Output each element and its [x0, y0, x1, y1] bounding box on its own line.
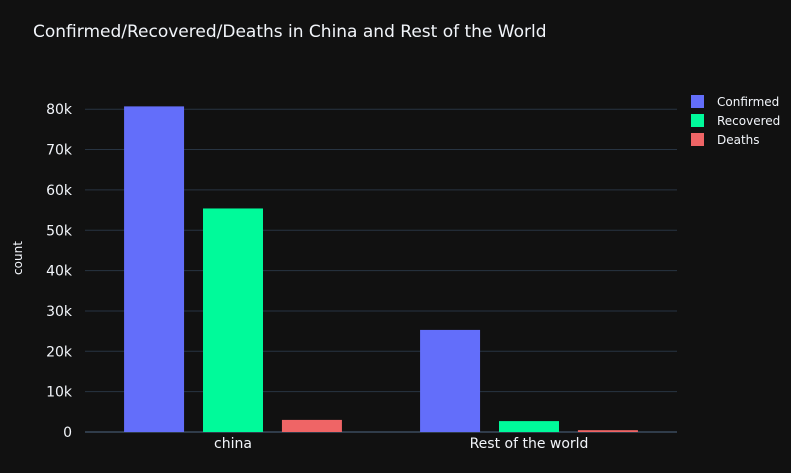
y-tick-label: 30k — [46, 304, 73, 320]
x-axis-ticks: china Rest of the world — [214, 436, 588, 452]
legend-label-deaths[interactable]: Deaths — [717, 133, 760, 147]
legend-swatch-recovered[interactable] — [691, 114, 704, 127]
y-axis-title: count — [11, 241, 25, 275]
bar-confirmed-0[interactable] — [124, 106, 185, 432]
chart-title: Confirmed/Recovered/Deaths in China and … — [33, 22, 547, 42]
y-tick-label: 50k — [46, 223, 73, 239]
legend[interactable]: Confirmed Recovered Deaths — [691, 95, 780, 147]
bar-recovered-1[interactable] — [499, 421, 559, 432]
legend-swatch-confirmed[interactable] — [691, 95, 704, 108]
legend-swatch-deaths[interactable] — [691, 133, 704, 146]
y-tick-label: 60k — [46, 183, 73, 199]
legend-label-confirmed[interactable]: Confirmed — [717, 95, 779, 109]
y-tick-label: 10k — [46, 385, 73, 401]
bar-deaths-0[interactable] — [281, 419, 342, 432]
bars — [124, 106, 638, 432]
bar-recovered-0[interactable] — [203, 208, 263, 432]
x-tick-label: Rest of the world — [470, 436, 589, 452]
y-tick-label: 40k — [46, 264, 73, 280]
legend-label-recovered[interactable]: Recovered — [717, 114, 780, 128]
bar-deaths-1[interactable] — [577, 430, 638, 432]
bar-confirmed-1[interactable] — [420, 329, 481, 432]
y-tick-label: 0 — [63, 425, 72, 441]
y-tick-label: 20k — [46, 344, 73, 360]
y-tick-label: 80k — [46, 102, 73, 118]
y-axis-ticks: 0 10k 20k 30k 40k 50k 60k 70k 80k — [46, 102, 73, 441]
x-tick-label: china — [214, 436, 252, 452]
y-tick-label: 70k — [46, 143, 73, 159]
